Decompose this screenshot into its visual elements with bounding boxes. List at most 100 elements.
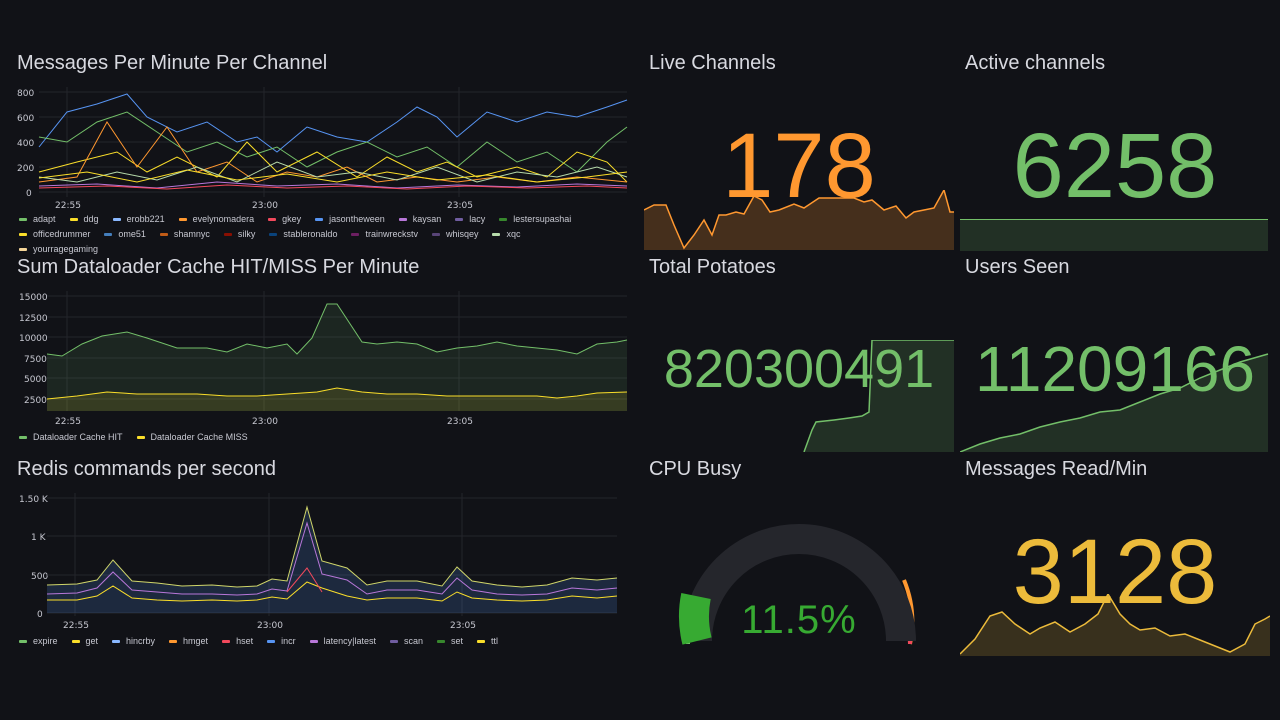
x-tick: 23:00	[252, 417, 278, 427]
panel-cpu-busy[interactable]: CPU Busy 11.5%	[644, 458, 954, 658]
legend-item[interactable]: gkey	[268, 214, 301, 224]
x-tick: 23:05	[447, 417, 473, 427]
legend-item[interactable]: whisqey	[431, 229, 478, 239]
panel-active-channels[interactable]: Active channels 6258	[960, 52, 1270, 251]
legend-item[interactable]: yourragegaming	[19, 244, 98, 254]
legend-item[interactable]: set	[436, 636, 463, 646]
legend-item[interactable]: hset	[222, 636, 253, 646]
legend-item[interactable]: get	[71, 636, 98, 646]
panel-messages-read[interactable]: Messages Read/Min 3128	[960, 458, 1270, 658]
sparkline	[960, 219, 1268, 251]
legend-item[interactable]: adapt	[19, 214, 56, 224]
legend-item[interactable]: latency|latest	[309, 636, 376, 646]
legend-item[interactable]: kaysan	[398, 214, 441, 224]
messages-chart[interactable]: 800 600 400 200 0 22:55 23:00 23:05	[17, 82, 629, 242]
panel-users-seen[interactable]: Users Seen 11209166	[960, 256, 1270, 452]
x-tick: 23:05	[447, 201, 473, 211]
legend: Dataloader Cache HIT Dataloader Cache MI…	[19, 432, 609, 442]
legend-item[interactable]: expire	[19, 636, 58, 646]
panel-title: Live Channels	[649, 52, 776, 74]
legend-item[interactable]: incr	[267, 636, 296, 646]
cpu-gauge	[678, 524, 916, 645]
legend-swatch	[499, 217, 508, 221]
legend-item[interactable]: xqc	[492, 229, 521, 239]
legend-item[interactable]: ttl	[477, 636, 498, 646]
legend-swatch	[19, 639, 27, 643]
panel-title: CPU Busy	[649, 458, 742, 480]
legend-item[interactable]: jasontheween	[315, 214, 385, 224]
legend-swatch	[112, 217, 121, 221]
legend-swatch	[19, 217, 27, 221]
stat-value: 820300491	[663, 339, 935, 399]
panel-title: Users Seen	[965, 256, 1070, 278]
series-area-hit	[47, 304, 627, 411]
legend-swatch	[492, 232, 501, 236]
series-line-set	[46, 505, 618, 588]
panel-total-potatoes[interactable]: Total Potatoes 820300491	[644, 256, 954, 452]
legend-item[interactable]: Dataloader Cache MISS	[136, 432, 248, 442]
legend-item[interactable]: trainwreckstv	[351, 229, 418, 239]
legend-item[interactable]: lestersupashai	[499, 214, 571, 224]
y-tick: 800	[17, 89, 34, 99]
series-line-kaysan	[38, 181, 628, 189]
legend-swatch	[222, 639, 231, 643]
legend-item[interactable]: Dataloader Cache HIT	[19, 432, 123, 442]
stat-value: 11.5%	[741, 598, 857, 642]
sparkline	[803, 340, 954, 452]
series-line-hset	[286, 567, 323, 593]
legend-item[interactable]: erobb221	[112, 214, 165, 224]
stat-value: 11209166	[975, 333, 1255, 405]
legend-item[interactable]: scan	[389, 636, 423, 646]
legend-item[interactable]: shamnyc	[159, 229, 210, 239]
grid	[39, 87, 627, 197]
series-line-hit	[46, 303, 628, 357]
y-tick: 600	[17, 114, 34, 124]
legend-item[interactable]: hmget	[169, 636, 208, 646]
panel-redis-commands[interactable]: Redis commands per second 1.50 K 1 K 500…	[17, 458, 629, 650]
series-line-get	[47, 581, 618, 602]
y-tick: 5000	[24, 375, 47, 385]
series-line-miss	[46, 387, 628, 400]
legend-item[interactable]: silky	[223, 229, 255, 239]
legend-item[interactable]: hincrby	[112, 636, 155, 646]
stat-value: 6258	[1012, 115, 1218, 217]
dataloader-chart[interactable]: 15000 12500 10000 7500 5000 2500 22:55 2…	[17, 286, 629, 436]
legend-item[interactable]: ome51	[104, 229, 146, 239]
legend-item[interactable]: stableronaldo	[269, 229, 337, 239]
legend-item[interactable]: officedrummer	[19, 229, 90, 239]
panel-live-channels[interactable]: Live Channels 178	[644, 52, 954, 250]
series-area-miss	[47, 388, 627, 411]
redis-chart[interactable]: 1.50 K 1 K 500 0 22:55 23:00 23:05	[17, 488, 629, 638]
y-tick: 12500	[19, 314, 48, 324]
y-tick: 7500	[24, 355, 47, 365]
legend-item[interactable]: evelynomadera	[178, 214, 254, 224]
grid	[47, 493, 617, 616]
stat-value: 178	[722, 115, 876, 217]
legend-item[interactable]: lacy	[455, 214, 485, 224]
panel-title: Redis commands per second	[17, 458, 277, 480]
sparkline	[960, 594, 1270, 656]
legend-swatch	[309, 639, 318, 643]
legend-swatch	[19, 247, 27, 251]
x-tick: 23:00	[257, 621, 283, 631]
panel-dataloader-cache[interactable]: Sum Dataloader Cache HIT/MISS Per Minute…	[17, 256, 629, 448]
panel-title: Active channels	[965, 52, 1106, 74]
legend-swatch	[436, 639, 445, 643]
legend-swatch	[389, 639, 398, 643]
legend-item[interactable]: ddg	[69, 214, 99, 224]
y-tick: 1.50 K	[19, 495, 49, 505]
y-tick: 10000	[19, 334, 48, 344]
x-tick: 22:55	[55, 201, 81, 211]
y-tick: 0	[37, 610, 43, 620]
x-tick: 22:55	[55, 417, 81, 427]
legend-swatch	[267, 639, 276, 643]
y-tick: 1 K	[31, 533, 47, 543]
legend-swatch	[223, 232, 232, 236]
series-line-officedrummer	[38, 169, 628, 183]
legend-swatch	[269, 232, 278, 236]
y-axis: 800 600 400 200 0	[17, 89, 34, 199]
panel-title: Messages Read/Min	[965, 458, 1148, 480]
panel-messages-per-minute[interactable]: Messages Per Minute Per Channel 800 600 …	[17, 52, 629, 254]
legend-swatch	[268, 217, 277, 221]
legend-swatch	[112, 639, 121, 643]
